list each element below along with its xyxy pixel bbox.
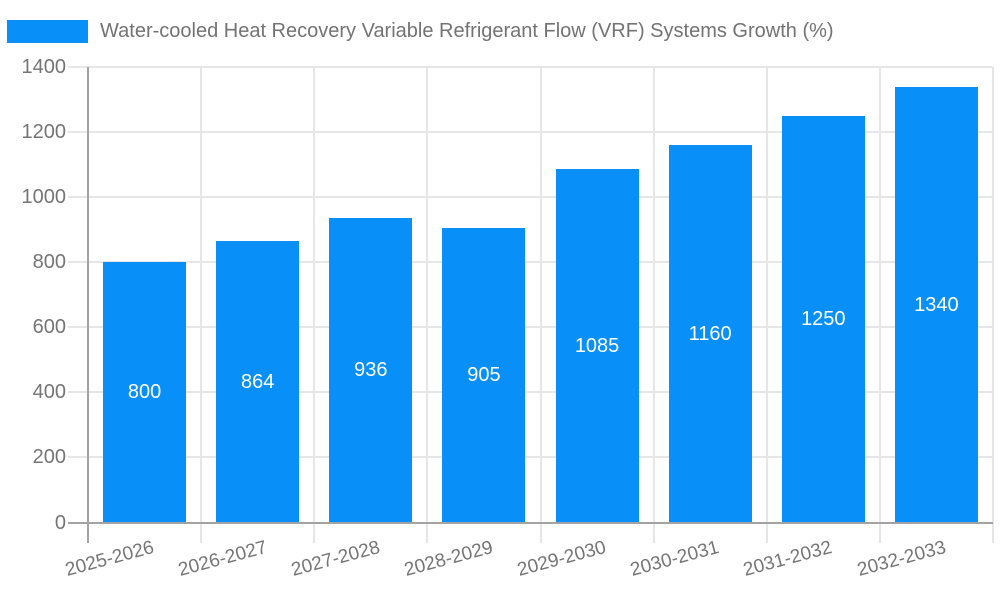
legend-marker (7, 20, 88, 43)
y-axis-tick-label: 400 (32, 381, 66, 404)
bar[interactable]: 1340 (894, 86, 978, 523)
bar[interactable]: 864 (216, 241, 300, 523)
gridline-horizontal (68, 131, 993, 134)
bar-value-label: 1250 (801, 308, 846, 331)
legend-label: Water-cooled Heat Recovery Variable Refr… (100, 20, 834, 42)
bar[interactable]: 905 (442, 228, 526, 523)
bar[interactable]: 1250 (781, 115, 865, 523)
gridline-vertical (992, 67, 994, 543)
gridline-vertical (652, 67, 655, 543)
gridline-horizontal (68, 391, 993, 394)
gridline-horizontal (68, 456, 993, 459)
gridline-vertical (200, 67, 203, 543)
bar[interactable]: 936 (329, 217, 413, 523)
bar-value-label: 1085 (574, 334, 620, 357)
y-axis-tick-label: 1200 (21, 121, 67, 144)
x-axis-tick-label: 2026-2027 (175, 537, 270, 581)
y-axis-tick-label: 1000 (21, 186, 67, 209)
gridline-horizontal (68, 196, 993, 199)
gridline-vertical (765, 67, 768, 543)
bar[interactable]: 1085 (555, 169, 639, 523)
gridline-horizontal (68, 66, 993, 68)
bar-value-label: 864 (241, 370, 275, 393)
x-axis-tick-label: 2029-2030 (515, 537, 609, 581)
x-axis-tick-label: 2030-2031 (628, 537, 722, 581)
y-axis-line (87, 67, 89, 543)
gridline-vertical (426, 67, 429, 543)
bar[interactable]: 800 (103, 262, 187, 523)
x-axis-tick-label: 2028-2029 (402, 537, 496, 581)
y-axis-tick-label: 1400 (21, 56, 67, 78)
y-axis-tick-label: 200 (32, 446, 66, 469)
y-axis-tick-label: 600 (32, 316, 66, 339)
legend-item[interactable]: Water-cooled Heat Recovery Variable Refr… (7, 19, 834, 44)
gridline-vertical (539, 67, 542, 543)
y-axis-tick-label: 0 (54, 511, 66, 534)
gridline-horizontal (68, 261, 993, 264)
bar[interactable]: 1160 (668, 145, 752, 523)
x-axis-tick-label: 2025-2026 (62, 537, 156, 581)
gridline-vertical (878, 67, 881, 543)
x-axis-tick-label: 2031-2032 (741, 537, 835, 581)
gridline-vertical (313, 67, 316, 543)
bar-value-label: 905 (467, 364, 501, 387)
x-axis-tick-label: 2027-2028 (289, 537, 383, 581)
bar-value-label: 800 (127, 381, 162, 404)
y-axis-tick-label: 800 (32, 251, 66, 274)
gridline-horizontal (68, 326, 993, 329)
bar-value-label: 1340 (914, 293, 959, 316)
bar-value-label: 1160 (688, 322, 732, 345)
x-axis-line (68, 521, 993, 524)
bar-value-label: 936 (354, 359, 388, 382)
x-axis-tick-label: 2032-2033 (854, 537, 948, 581)
